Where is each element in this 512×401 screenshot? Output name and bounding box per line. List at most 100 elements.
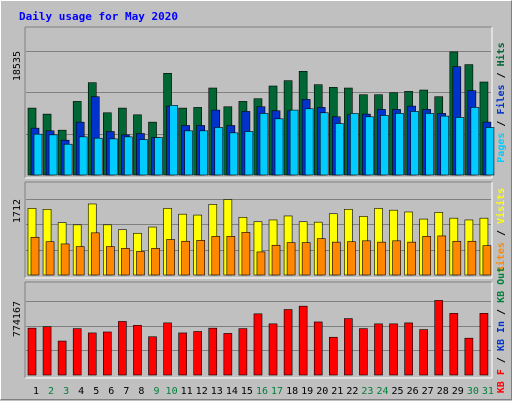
day-label: 18 <box>286 386 298 397</box>
legend-separator: / <box>496 115 507 133</box>
bar-sites <box>60 243 70 276</box>
day-label: 19 <box>301 386 313 397</box>
bar-pages <box>350 113 359 176</box>
side-legend: Pages / Files / Hits <box>495 42 507 162</box>
day-label: 26 <box>407 386 419 397</box>
bar-pages <box>63 143 73 176</box>
bar-kb-f <box>268 323 278 376</box>
bar-kb-f <box>479 313 489 376</box>
y-axis-max-label: 1712 <box>12 199 23 223</box>
bar-kb-f <box>359 328 368 376</box>
chart-title: Daily usage for May 2020 <box>19 10 178 23</box>
bar-sites <box>271 244 281 276</box>
bar-sites <box>301 242 311 276</box>
day-label: 4 <box>78 386 84 397</box>
x-axis-day-labels: 1 2 3 4 5 6 7 8 9 10 11 12 13 14 15 16 17 18 19 20 21 22 23 24 2… <box>33 386 494 397</box>
day-label: 22 <box>346 386 358 397</box>
bar-pages <box>244 131 254 176</box>
bar-pages <box>124 136 133 176</box>
bar-kb-f <box>253 313 263 376</box>
day-label: 28 <box>437 386 449 397</box>
bar-pages <box>229 132 239 176</box>
bar-pages <box>395 113 404 176</box>
bar-pages <box>48 134 58 176</box>
bar-sites <box>286 242 296 276</box>
bar-kb-f <box>133 324 142 376</box>
bar-pages <box>319 112 329 176</box>
bar-sites <box>316 238 326 276</box>
bar-kb-f <box>193 331 203 376</box>
day-label: 11 <box>181 386 193 397</box>
bar-pages <box>425 113 434 176</box>
bar-sites <box>45 241 55 276</box>
legend-entry: KB Out <box>496 267 507 303</box>
bar-pages <box>184 130 193 176</box>
bar-sites <box>331 241 341 276</box>
bar-kb-f <box>208 327 218 376</box>
bar-kb-f <box>163 322 172 376</box>
day-label: 9 <box>154 386 160 397</box>
day-label: 30 <box>467 386 479 397</box>
day-label: 5 <box>93 386 99 397</box>
bar-sites <box>121 248 130 276</box>
bar-kb-f <box>344 318 353 376</box>
day-label: 24 <box>376 386 388 397</box>
bar-sites <box>226 236 236 276</box>
bar-pages <box>214 127 224 176</box>
legend-entry: KB F <box>496 369 507 393</box>
bar-kb-f <box>118 321 127 376</box>
panel-kbytes: 774167 KB F / KB In / KB Out <box>12 267 507 393</box>
bar-kb-f <box>27 327 37 376</box>
day-label: 15 <box>241 386 253 397</box>
bar-pages <box>365 116 374 176</box>
bar-pages <box>169 105 178 176</box>
legend-separator: / <box>496 224 507 242</box>
bar-kb-f <box>178 332 187 376</box>
bar-pages <box>485 127 495 176</box>
legend-entry: Files <box>495 84 507 114</box>
bar-pages <box>455 117 465 176</box>
bar-kb-f <box>434 300 444 376</box>
bar-kb-f <box>72 328 82 376</box>
day-label: 6 <box>108 386 114 397</box>
bar-sites <box>181 240 190 276</box>
bar-sites <box>30 236 40 276</box>
bar-kb-f <box>419 329 428 376</box>
day-label: 8 <box>138 386 144 397</box>
bar-kb-f <box>223 333 233 376</box>
bar-pages <box>380 115 389 176</box>
day-label: 20 <box>316 386 328 397</box>
bar-sites <box>392 240 401 276</box>
bar-sites <box>377 241 386 276</box>
bar-sites <box>407 241 416 276</box>
day-label: 16 <box>256 386 268 397</box>
legend-separator: / <box>496 351 507 369</box>
bar-pages <box>199 130 209 176</box>
bar-kb-f <box>57 340 67 376</box>
legend-entry: Visits <box>495 188 507 224</box>
bar-sites <box>422 236 431 276</box>
bar-pages <box>410 111 419 176</box>
bar-kb-f <box>148 336 157 376</box>
bar-sites <box>241 232 251 276</box>
bar-pages <box>78 136 88 176</box>
bar-sites <box>347 241 356 276</box>
day-label: 14 <box>226 386 238 397</box>
bar-kb-f <box>404 322 413 376</box>
legend-entry: Hits <box>495 42 507 66</box>
bar-pages <box>33 133 43 176</box>
side-legend: Sites / Visits <box>495 188 507 272</box>
panel-visits: 1712 Sites / Visits <box>12 181 507 279</box>
bar-sites <box>256 251 266 276</box>
y-axis-max-label: 774167 <box>12 301 23 337</box>
panel-hits: 18535 Pages / Files / Hits <box>12 26 507 179</box>
bar-sites <box>196 240 206 276</box>
legend-separator: / <box>496 66 507 84</box>
day-label: 7 <box>123 386 129 397</box>
day-label: 2 <box>48 386 54 397</box>
day-label: 29 <box>452 386 464 397</box>
side-legend: KB F / KB In / KB Out <box>496 267 507 393</box>
bar-sites <box>90 232 100 276</box>
